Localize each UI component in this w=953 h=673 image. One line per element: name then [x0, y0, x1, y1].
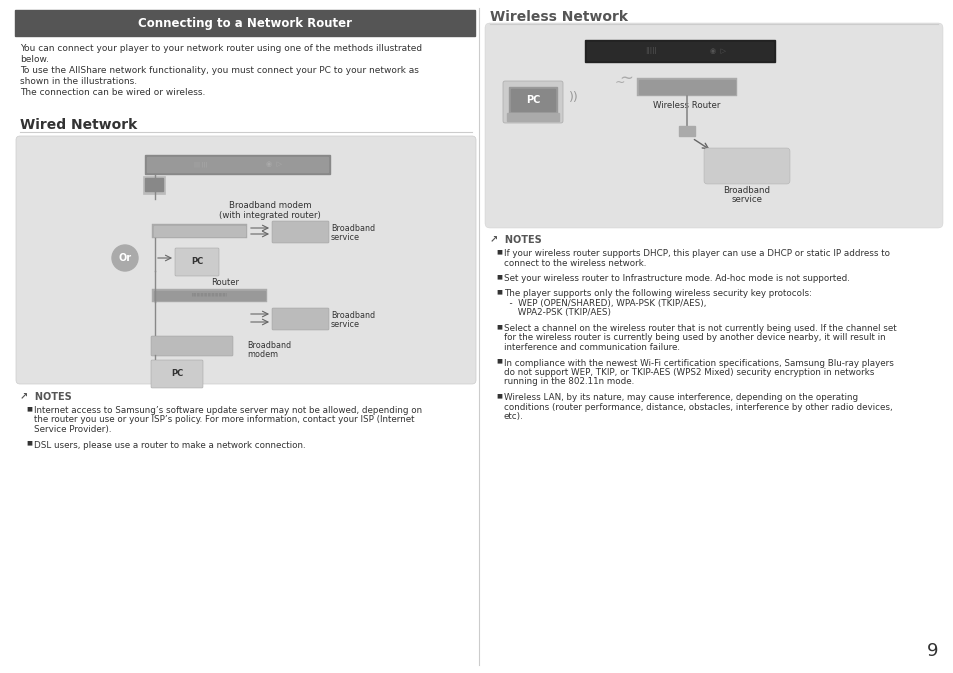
Text: Wired Network: Wired Network — [20, 118, 137, 132]
Text: the router you use or your ISP’s policy. For more information, contact your ISP : the router you use or your ISP’s policy.… — [34, 415, 414, 425]
FancyBboxPatch shape — [151, 360, 203, 388]
Text: connect to the wireless network.: connect to the wireless network. — [503, 258, 646, 267]
Bar — [639, 80, 734, 94]
Text: |||||: ||||| — [645, 48, 657, 55]
Text: service: service — [331, 233, 359, 242]
Text: Service Provider).: Service Provider). — [34, 425, 112, 434]
Text: WPA2-PSK (TKIP/AES): WPA2-PSK (TKIP/AES) — [503, 308, 610, 318]
Text: service: service — [331, 320, 359, 329]
Text: ◉  ▷: ◉ ▷ — [266, 162, 282, 168]
Text: conditions (router performance, distance, obstacles, interference by other radio: conditions (router performance, distance… — [503, 402, 892, 411]
Text: 9: 9 — [925, 642, 937, 660]
Bar — [584, 40, 774, 62]
Text: Broadband: Broadband — [722, 186, 770, 195]
Text: Wireless Network: Wireless Network — [490, 10, 627, 24]
Text: DSL users, please use a router to make a network connection.: DSL users, please use a router to make a… — [34, 441, 305, 450]
Text: Or: Or — [118, 253, 132, 263]
FancyBboxPatch shape — [151, 336, 233, 356]
Circle shape — [112, 245, 138, 271]
Text: ∼: ∼ — [618, 69, 632, 87]
Text: ||||||||||||||||||||||||||: |||||||||||||||||||||||||| — [191, 293, 227, 297]
Text: ■: ■ — [496, 289, 501, 295]
Text: In compliance with the newest Wi-Fi certification specifications, Samsung Blu-ra: In compliance with the newest Wi-Fi cert… — [503, 359, 893, 367]
Text: To use the AllShare network functionality, you must connect your PC to your netw: To use the AllShare network functionalit… — [20, 66, 418, 75]
Bar — [147, 157, 328, 172]
Text: PC: PC — [525, 95, 539, 105]
Text: Router: Router — [211, 278, 239, 287]
Text: Wireless LAN, by its nature, may cause interference, depending on the operating: Wireless LAN, by its nature, may cause i… — [503, 393, 858, 402]
FancyBboxPatch shape — [174, 248, 219, 276]
Bar — [152, 224, 247, 238]
FancyBboxPatch shape — [272, 308, 329, 330]
Text: ■: ■ — [496, 274, 501, 279]
Text: running in the 802.11n mode.: running in the 802.11n mode. — [503, 378, 634, 386]
Text: The connection can be wired or wireless.: The connection can be wired or wireless. — [20, 88, 205, 97]
Text: ■: ■ — [496, 324, 501, 329]
Text: Broadband: Broadband — [247, 341, 291, 350]
Text: You can connect your player to your network router using one of the methods illu: You can connect your player to your netw… — [20, 44, 421, 53]
Text: ||| |||: ||| ||| — [193, 162, 207, 168]
Bar — [153, 291, 265, 300]
Text: PC: PC — [191, 258, 203, 267]
Text: etc).: etc). — [503, 412, 523, 421]
Text: Broadband: Broadband — [331, 311, 375, 320]
Text: ■: ■ — [496, 249, 501, 254]
Bar — [15, 10, 475, 36]
Text: ■: ■ — [26, 406, 31, 411]
Text: The player supports only the following wireless security key protocols:: The player supports only the following w… — [503, 289, 811, 299]
Text: ■: ■ — [496, 359, 501, 363]
Text: ■: ■ — [26, 441, 31, 446]
Text: for the wireless router is currently being used by another device nearby, it wil: for the wireless router is currently bei… — [503, 334, 884, 343]
FancyBboxPatch shape — [703, 148, 789, 184]
Text: Connecting to a Network Router: Connecting to a Network Router — [138, 17, 352, 30]
Text: interference and communication failure.: interference and communication failure. — [503, 343, 679, 352]
Text: do not support WEP, TKIP, or TKIP-AES (WPS2 Mixed) security encryption in networ: do not support WEP, TKIP, or TKIP-AES (W… — [503, 368, 874, 377]
Bar — [637, 78, 737, 96]
Text: -  WEP (OPEN/SHARED), WPA-PSK (TKIP/AES),: - WEP (OPEN/SHARED), WPA-PSK (TKIP/AES), — [503, 299, 705, 308]
Bar — [143, 176, 165, 194]
Text: below.: below. — [20, 55, 49, 64]
Bar — [152, 289, 267, 302]
Text: )): )) — [568, 92, 578, 104]
Text: If your wireless router supports DHCP, this player can use a DHCP or static IP a: If your wireless router supports DHCP, t… — [503, 249, 889, 258]
Text: PC: PC — [171, 369, 183, 378]
Text: Wireless Router: Wireless Router — [653, 101, 720, 110]
Text: shown in the illustrations.: shown in the illustrations. — [20, 77, 137, 86]
FancyBboxPatch shape — [502, 81, 562, 123]
FancyBboxPatch shape — [272, 221, 329, 243]
Text: ∼: ∼ — [614, 75, 624, 89]
Text: Internet access to Samsung’s software update server may not be allowed, dependin: Internet access to Samsung’s software up… — [34, 406, 421, 415]
Text: Set your wireless router to Infrastructure mode. Ad-hoc mode is not supported.: Set your wireless router to Infrastructu… — [503, 274, 849, 283]
Text: ◉  ▷: ◉ ▷ — [709, 48, 725, 54]
Text: (with integrated router): (with integrated router) — [219, 211, 320, 220]
Text: ↗  NOTES: ↗ NOTES — [490, 235, 541, 245]
Text: Select a channel on the wireless router that is not currently being used. If the: Select a channel on the wireless router … — [503, 324, 896, 333]
Bar — [509, 87, 557, 113]
Text: Broadband modem: Broadband modem — [229, 201, 311, 210]
Bar — [679, 126, 695, 136]
Bar — [145, 178, 163, 191]
Bar — [586, 42, 772, 60]
Bar — [153, 226, 245, 236]
Bar — [506, 113, 558, 121]
Bar — [511, 89, 555, 111]
Text: Broadband: Broadband — [331, 224, 375, 233]
Bar — [145, 155, 330, 174]
Text: modem: modem — [247, 350, 278, 359]
Text: service: service — [731, 195, 761, 204]
FancyBboxPatch shape — [484, 23, 942, 228]
FancyBboxPatch shape — [16, 136, 476, 384]
Text: ■: ■ — [496, 393, 501, 398]
Text: ↗  NOTES: ↗ NOTES — [20, 392, 71, 402]
